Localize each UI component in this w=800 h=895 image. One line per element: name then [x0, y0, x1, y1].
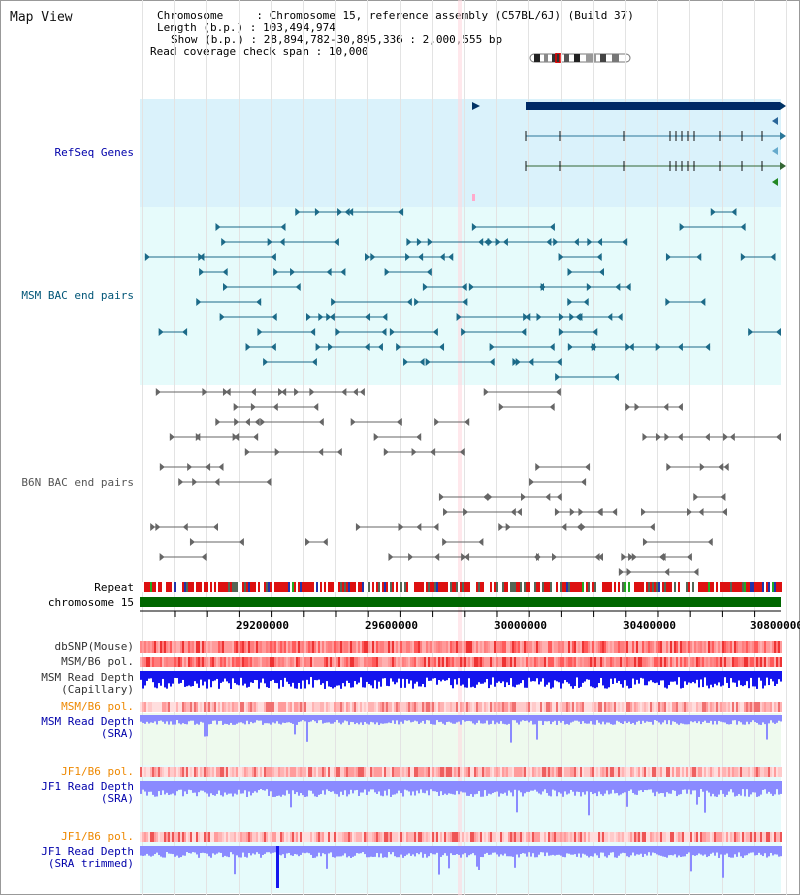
depth-sra-bg-1 — [140, 713, 781, 765]
grid-line — [625, 0, 626, 895]
grid-line — [335, 0, 336, 895]
tick-label-29600000: 29600000 — [365, 619, 418, 632]
jf1-depth-sra-line1: JF1 Read Depth — [41, 780, 134, 793]
grid-line — [593, 0, 594, 895]
tick-label-29200000: 29200000 — [236, 619, 289, 632]
show-value: 28,894,782-30,895,336 : 2,000,555 bp — [263, 33, 503, 46]
jf1-depth-trim-line1: JF1 Read Depth — [41, 845, 134, 858]
tick-label-30800000: 30800000 — [750, 619, 800, 632]
grid-line — [528, 0, 529, 895]
msm-depth-capillary-line1: MSM Read Depth — [41, 671, 134, 684]
track-label-dbsnp[interactable]: dbSNP(Mouse) — [54, 640, 134, 653]
grid-line — [239, 0, 240, 895]
coverage-span-label: Read coverage check span — [150, 45, 309, 58]
tick-label-30400000: 30400000 — [623, 619, 676, 632]
grid-line — [561, 0, 562, 895]
jf1-depth-trim-line2: (SRA trimmed) — [47, 857, 134, 870]
tick-label-30000000: 30000000 — [494, 619, 547, 632]
grid-line — [206, 0, 207, 895]
grid-line — [303, 0, 304, 895]
length-value: 103,494,974 — [262, 21, 336, 34]
page-title: Map View — [10, 10, 73, 25]
grid-line — [142, 0, 143, 895]
chromosome-ideogram[interactable] — [528, 53, 632, 63]
track-label-jf1-pol[interactable]: JF1/B6 pol. — [61, 765, 134, 778]
grid-line — [722, 0, 723, 895]
coverage-span-value: 10,000 — [328, 45, 369, 58]
grid-line — [786, 0, 787, 895]
grid-line — [271, 0, 272, 895]
grid-line — [367, 0, 368, 895]
msm-depth-sra-line2: (SRA) — [100, 727, 134, 740]
refseq-track-bg — [140, 99, 781, 207]
msm-depth-sra-line1: MSM Read Depth — [41, 715, 134, 728]
track-label-jf1-depth-sra[interactable]: JF1 Read Depth (SRA) — [0, 781, 134, 805]
length-label: Length (b.p.) — [157, 21, 244, 34]
track-label-chromosome[interactable]: chromosome 15 — [47, 596, 134, 609]
chromosome-value: Chromosome 15, reference assembly (C57BL… — [269, 9, 634, 22]
track-label-refseq[interactable]: RefSeq Genes — [54, 146, 134, 159]
track-label-msm-b6-pol-2[interactable]: MSM/B6 pol. — [61, 700, 134, 713]
grid-line — [689, 0, 690, 895]
assembly-info: Chromosome : Chromosome 15, reference as… — [150, 9, 634, 58]
grid-line — [400, 0, 401, 895]
track-label-jf1-pol-2[interactable]: JF1/B6 pol. — [61, 830, 134, 843]
grid-line — [174, 0, 175, 895]
track-label-msm-depth-sra[interactable]: MSM Read Depth (SRA) — [0, 716, 134, 740]
show-label: Show (b.p.) — [171, 33, 244, 46]
msm-depth-capillary-line2: (Capillary) — [61, 683, 134, 696]
grid-line — [432, 0, 433, 895]
track-label-repeat[interactable]: Repeat — [94, 581, 134, 594]
track-label-msm-bac[interactable]: MSM BAC end pairs — [21, 289, 134, 302]
track-label-msm-depth-capillary[interactable]: MSM Read Depth (Capillary) — [0, 672, 134, 696]
track-label-msm-b6-pol[interactable]: MSM/B6 pol. — [61, 655, 134, 668]
grid-line — [754, 0, 755, 895]
msm-bac-track-bg — [140, 207, 781, 385]
grid-line — [657, 0, 658, 895]
track-label-b6n-bac[interactable]: B6N BAC end pairs — [21, 476, 134, 489]
grid-line — [496, 0, 497, 895]
track-label-jf1-depth-trimmed[interactable]: JF1 Read Depth (SRA trimmed) — [0, 846, 134, 870]
depth-sra-bg-2 — [140, 765, 781, 893]
grid-line — [464, 0, 465, 895]
jf1-depth-sra-line2: (SRA) — [100, 792, 134, 805]
